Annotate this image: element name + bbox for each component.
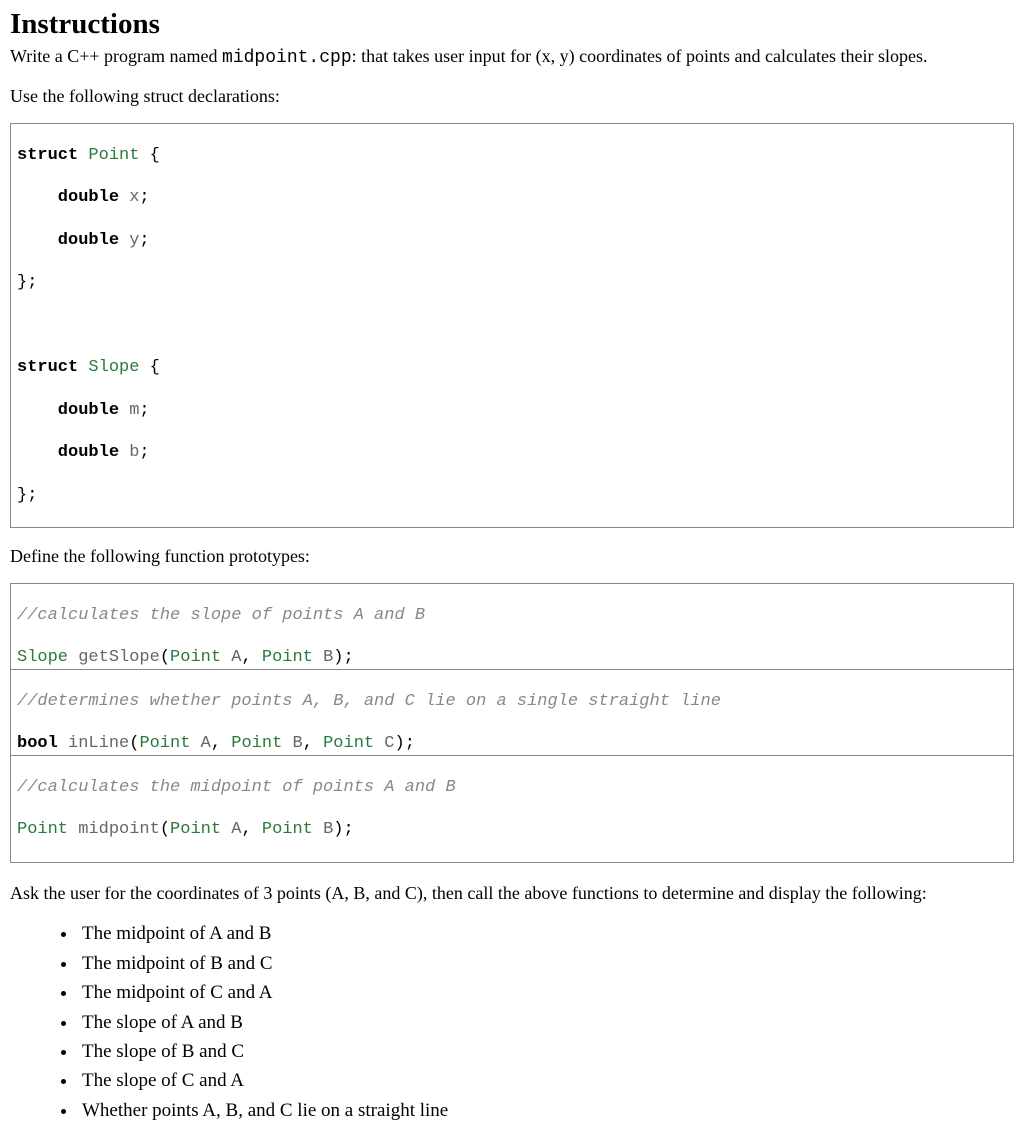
identifier: getSlope	[68, 648, 160, 667]
code-line: };	[17, 485, 1007, 506]
identifier: A	[221, 648, 241, 667]
identifier: B	[282, 734, 302, 753]
identifier: m	[129, 401, 139, 420]
ask-paragraph: Ask the user for the coordinates of 3 po…	[10, 881, 1014, 905]
comment: //calculates the slope of points A and B	[17, 606, 425, 625]
identifier: B	[313, 648, 333, 667]
code-line: double x;	[17, 187, 1007, 208]
punct: ,	[303, 734, 323, 753]
code-line: double m;	[17, 400, 1007, 421]
list-item: The midpoint of B and C	[78, 949, 1014, 978]
keyword: double	[17, 231, 129, 250]
list-item: Whether points A, B, and C lie on a stra…	[78, 1096, 1014, 1125]
output-list: The midpoint of A and B The midpoint of …	[10, 919, 1014, 1125]
identifier: inLine	[58, 734, 129, 753]
identifier: midpoint	[68, 820, 160, 839]
type: Point	[17, 820, 68, 839]
type: Point	[323, 734, 374, 753]
code-line: Slope getSlope(Point A, Point B);	[11, 647, 1013, 669]
page-heading: Instructions	[10, 8, 1014, 41]
identifier: A	[221, 820, 241, 839]
identifier: y	[129, 231, 139, 250]
struct-lead: Use the following struct declarations:	[10, 84, 1014, 108]
keyword: struct	[17, 146, 78, 165]
intro-text-a: Write a C++ program named	[10, 46, 222, 66]
keyword: struct	[17, 358, 78, 377]
intro-filename: midpoint.cpp	[222, 48, 352, 68]
punct: ;	[139, 188, 149, 207]
list-item: The slope of A and B	[78, 1008, 1014, 1037]
punct: (	[160, 648, 170, 667]
identifier: A	[190, 734, 210, 753]
punct: ,	[241, 820, 261, 839]
list-item: The midpoint of C and A	[78, 978, 1014, 1007]
code-line: };	[17, 272, 1007, 293]
code-line	[17, 315, 1007, 336]
keyword: double	[17, 188, 129, 207]
type: Slope	[78, 358, 149, 377]
intro-text-b: : that takes user input for (x, y) coord…	[352, 46, 928, 66]
list-item: The slope of C and A	[78, 1066, 1014, 1095]
type: Slope	[17, 648, 68, 667]
type: Point	[170, 820, 221, 839]
type: Point	[231, 734, 282, 753]
punct: (	[129, 734, 139, 753]
punct: );	[395, 734, 415, 753]
code-line: double b;	[17, 442, 1007, 463]
code-line: //determines whether points A, B, and C …	[17, 691, 1007, 712]
punct: ;	[139, 401, 149, 420]
list-item: The slope of B and C	[78, 1037, 1014, 1066]
code-line: bool inLine(Point A, Point B, Point C);	[11, 733, 1013, 755]
intro-paragraph: Write a C++ program named midpoint.cpp: …	[10, 44, 1014, 70]
comment: //calculates the midpoint of points A an…	[17, 778, 456, 797]
code-line: Point midpoint(Point A, Point B);	[17, 819, 1007, 840]
type: Point	[262, 648, 313, 667]
brace: {	[150, 358, 160, 377]
proto-lead: Define the following function prototypes…	[10, 544, 1014, 568]
list-item: The midpoint of A and B	[78, 919, 1014, 948]
code-line: struct Point {	[17, 145, 1007, 166]
code-line: double y;	[17, 230, 1007, 251]
struct-code-block: struct Point { double x; double y; }; st…	[10, 123, 1014, 529]
punct: );	[333, 648, 353, 667]
identifier: C	[374, 734, 394, 753]
code-line: //calculates the midpoint of points A an…	[17, 777, 1007, 798]
punct: ;	[139, 443, 149, 462]
keyword: double	[17, 401, 129, 420]
identifier: B	[313, 820, 333, 839]
punct: ,	[241, 648, 261, 667]
type: Point	[78, 146, 149, 165]
identifier: b	[129, 443, 139, 462]
type: Point	[170, 648, 221, 667]
punct: (	[160, 820, 170, 839]
identifier: x	[129, 188, 139, 207]
brace: {	[150, 146, 160, 165]
keyword: double	[17, 443, 129, 462]
type: Point	[262, 820, 313, 839]
keyword: bool	[17, 734, 58, 753]
comment: //determines whether points A, B, and C …	[17, 692, 721, 711]
punct: ,	[211, 734, 231, 753]
code-line: //calculates the slope of points A and B	[17, 605, 1007, 626]
punct: ;	[139, 231, 149, 250]
proto-code-block: //calculates the slope of points A and B…	[10, 583, 1014, 863]
punct: );	[333, 820, 353, 839]
code-line: struct Slope {	[17, 357, 1007, 378]
type: Point	[139, 734, 190, 753]
